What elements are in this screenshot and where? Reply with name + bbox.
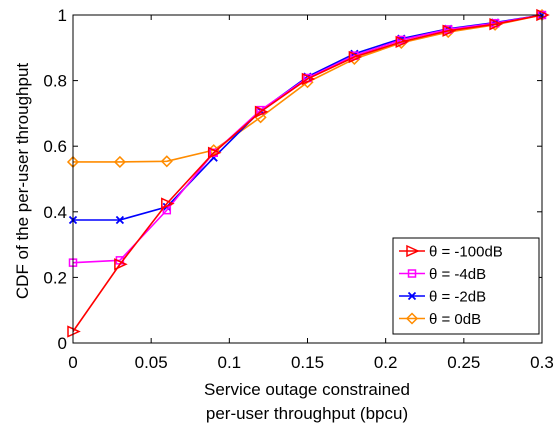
y-tick-label: 0.2 — [43, 268, 67, 287]
data-point--100dB-8 — [442, 24, 457, 37]
legend-marker--4dB — [407, 269, 417, 278]
legend: θ = -100dB θ = -4dB θ = -2dB θ = 0dB — [392, 237, 540, 335]
legend-marker--100dB — [406, 244, 420, 258]
data-point--100dB-4 — [254, 105, 269, 118]
legend-label--100dB: θ = -100dB — [429, 244, 503, 261]
y-tick-label: 1 — [58, 6, 67, 25]
data-point--100dB-5 — [301, 72, 316, 86]
x-tick-label: 0.05 — [135, 353, 168, 372]
x-axis-label-line-2: per-user throughput (bpcu) — [206, 404, 408, 423]
x-tick-label: 0.2 — [374, 353, 398, 372]
data-point--100dB-1 — [114, 258, 128, 271]
axes-layer: 0 0.05 0.1 0.15 0.2 0.25 0.3 0 0.2 0.4 0.6 0.8 1 — [43, 6, 553, 372]
y-tick-label: 0.6 — [43, 137, 67, 156]
series-line--4dB — [72, 14, 543, 264]
data-point--100dB-6 — [348, 50, 363, 64]
data-point--100dB-9 — [489, 18, 503, 31]
y-tick-label: 0.4 — [43, 203, 67, 222]
x-tick-label: 0.25 — [447, 353, 480, 372]
series-line--100dB — [72, 14, 543, 332]
data-point--2dB-1 — [115, 215, 125, 225]
data-point--100dB-2 — [161, 197, 175, 210]
y-tick-label: 0 — [58, 334, 67, 353]
x-axis-label-line-1: Service outage constrained — [204, 380, 410, 399]
data-point--100dB-7 — [395, 35, 410, 49]
x-tick-label: 0.1 — [218, 353, 242, 372]
y-axis-label: CDF of the per-user throughput — [13, 63, 32, 300]
x-tick-label: 0.15 — [291, 353, 324, 372]
legend-label--4dB: θ = -4dB — [429, 266, 486, 283]
data-point--4dB-7 — [397, 35, 406, 45]
x-tick-label: 0.3 — [530, 353, 554, 372]
legend-marker--2dB — [407, 291, 417, 301]
plot-layer — [66, 8, 550, 338]
data-point-0dB-1 — [113, 155, 126, 169]
legend-label--2dB: θ = -2dB — [429, 289, 486, 306]
legend-label-0dB: θ = 0dB — [429, 311, 481, 328]
legend-marker-0dB — [405, 312, 419, 325]
data-point-0dB-2 — [160, 155, 173, 168]
y-tick-label: 0.8 — [43, 72, 67, 91]
data-point--100dB-3 — [207, 146, 222, 159]
x-tick-label: 0 — [68, 353, 77, 372]
series--100dB — [67, 8, 550, 338]
